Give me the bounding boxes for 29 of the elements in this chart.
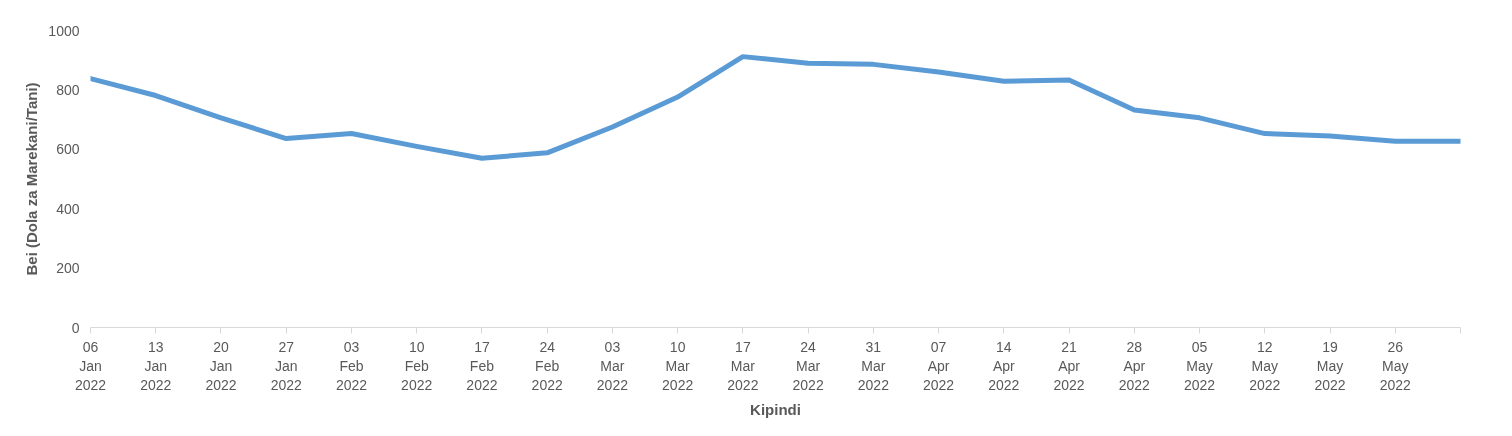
x-tick-label: 13 Jan 2022 bbox=[140, 338, 172, 393]
x-tick-label: 26 May 2022 bbox=[1379, 338, 1412, 393]
x-tick-label: 17 Mar 2022 bbox=[727, 338, 759, 393]
y-tick-label: 0 bbox=[71, 319, 80, 336]
x-tick-label: 19 May 2022 bbox=[1314, 338, 1346, 393]
x-tick-label: 06 Jan 2022 bbox=[74, 338, 107, 393]
y-tick-label: 600 bbox=[56, 141, 80, 158]
x-axis-title: Kipindi bbox=[750, 400, 801, 418]
x-tick-label: 31 Mar 2022 bbox=[857, 338, 890, 393]
y-axis-title: Bei (Dola za Marekani/Tani) bbox=[23, 82, 41, 276]
y-tick-label: 200 bbox=[56, 260, 80, 277]
x-tick-label: 17 Feb 2022 bbox=[466, 338, 498, 393]
x-tick-label: 21 Apr 2022 bbox=[1053, 338, 1085, 393]
x-tick-label: 03 Mar 2022 bbox=[596, 338, 629, 393]
x-tick-label: 27 Jan 2022 bbox=[270, 338, 302, 393]
x-tick-label: 24 Feb 2022 bbox=[531, 338, 563, 393]
x-tick-label: 28 Apr 2022 bbox=[1118, 338, 1151, 393]
x-tick-label: 12 May 2022 bbox=[1249, 338, 1281, 393]
x-tick-label: 07 Apr 2022 bbox=[923, 338, 955, 393]
y-tick-label: 400 bbox=[56, 200, 80, 217]
x-tick-label: 14 Apr 2022 bbox=[988, 338, 1020, 393]
x-tick-label: 24 Mar 2022 bbox=[792, 338, 824, 393]
x-tick-label: 05 May 2022 bbox=[1183, 338, 1216, 393]
x-tick-label: 03 Feb 2022 bbox=[335, 338, 368, 393]
x-tick-label: 10 Mar 2022 bbox=[662, 338, 694, 393]
x-tick-label: 20 Jan 2022 bbox=[205, 338, 237, 393]
y-tick-label: 800 bbox=[56, 81, 80, 98]
y-tick-label: 1000 bbox=[48, 22, 80, 39]
x-tick-label: 10 Feb 2022 bbox=[401, 338, 433, 393]
